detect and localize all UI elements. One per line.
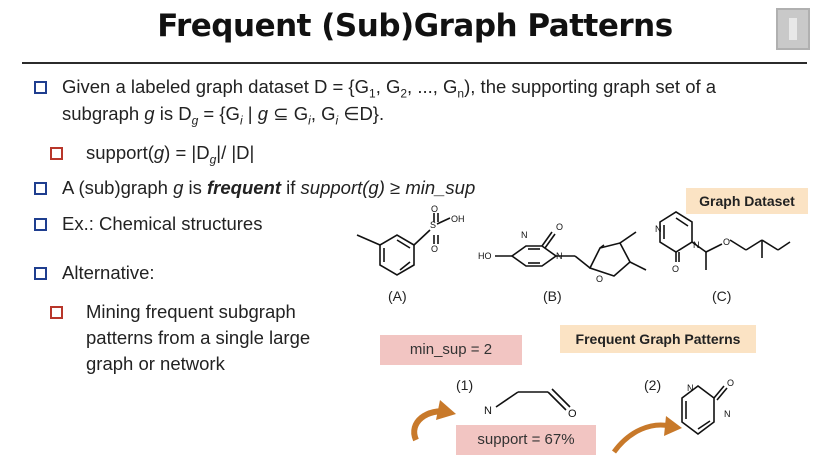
- caption-pattern-1: (1): [456, 377, 473, 393]
- bullet-example: Ex.: Chemical structures: [62, 213, 263, 234]
- atom-label: N: [724, 409, 731, 419]
- caption-pattern-2: (2): [644, 377, 661, 393]
- caption-c: (C): [712, 288, 731, 304]
- atom-label: O: [568, 408, 577, 420]
- support-definition: support(g) = |Dg|/ |D|: [86, 142, 255, 167]
- caption-b: (B): [543, 288, 562, 304]
- atom-label: O: [431, 244, 438, 254]
- frequent-patterns-label: Frequent Graph Patterns: [560, 325, 756, 353]
- curved-arrow-icon: [411, 400, 456, 442]
- square-bullet-icon: [34, 218, 47, 231]
- molecule-b: [495, 231, 647, 277]
- pattern-1: [495, 388, 571, 411]
- atom-label: O: [431, 204, 438, 214]
- atom-label: N: [687, 383, 694, 393]
- curved-arrow-icon: [611, 416, 682, 454]
- atom-label: HO: [478, 251, 492, 261]
- pattern-2: [681, 385, 728, 435]
- square-bullet-icon: [34, 81, 47, 94]
- atom-label: O: [672, 264, 679, 274]
- min-sup-badge: min_sup = 2: [380, 335, 522, 365]
- molecule-c: [659, 211, 791, 270]
- graph-dataset-label: Graph Dataset: [686, 188, 808, 214]
- atom-label: O: [727, 378, 734, 388]
- logo-icon: [776, 8, 810, 50]
- atom-label: N: [693, 240, 700, 250]
- caption-a: (A): [388, 288, 407, 304]
- atom-label: N: [521, 230, 528, 240]
- atom-label: OH: [451, 214, 465, 224]
- bullet-alternative: Alternative:: [62, 262, 155, 283]
- support-badge: support = 67%: [456, 425, 596, 455]
- slide-title: Frequent (Sub)Graph Patterns: [157, 8, 673, 44]
- atom-label: N: [556, 251, 563, 261]
- atom-label: S: [430, 220, 436, 230]
- bullet-dataset-line1: Given a labeled graph dataset D = {G1, G…: [62, 76, 717, 101]
- square-bullet-icon: [34, 267, 47, 280]
- square-bullet-icon: [50, 147, 63, 160]
- alternative-line1: Mining frequent subgraph: [86, 301, 296, 322]
- atom-label: O: [723, 237, 730, 247]
- molecule-a: [356, 213, 451, 276]
- square-bullet-icon: [50, 306, 63, 319]
- square-bullet-icon: [34, 182, 47, 195]
- atom-label: O: [556, 222, 563, 232]
- atom-label: O: [596, 274, 603, 284]
- alternative-line3: graph or network: [86, 353, 225, 374]
- title-divider: [22, 62, 807, 64]
- atom-label: N: [655, 224, 662, 234]
- bullet-dataset-line2: subgraph g is Dg = {Gi | g ⊆ Gi, Gi ∈D}.: [62, 103, 385, 128]
- bullet-frequent-definition: A (sub)graph g is frequent if support(g)…: [62, 177, 476, 198]
- alternative-line2: patterns from a single large: [86, 327, 311, 348]
- atom-label: N: [484, 405, 492, 417]
